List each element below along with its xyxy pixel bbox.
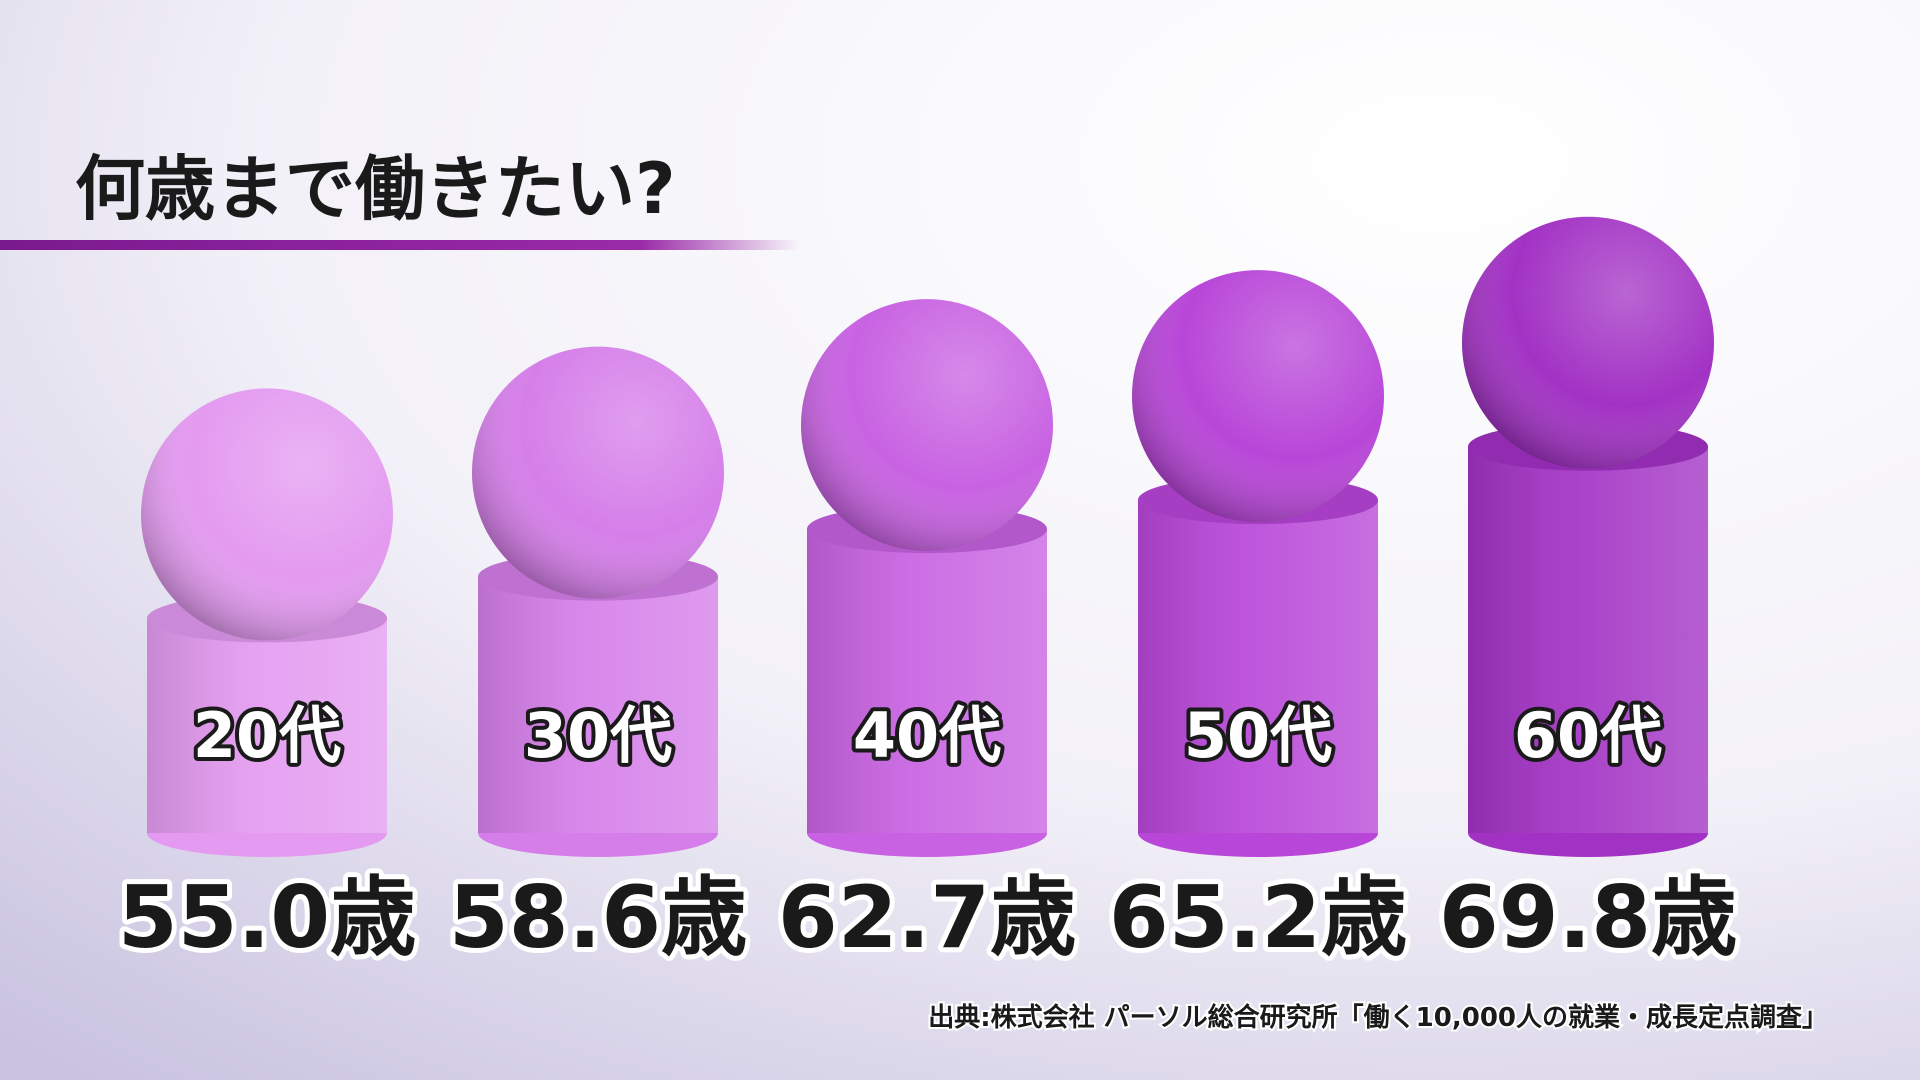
value-label: 58.6歳 — [449, 868, 747, 968]
category-label: 50代 — [1184, 699, 1332, 772]
value-label: 62.7歳 — [778, 868, 1076, 968]
cylinder-shade — [807, 529, 1047, 833]
chart-title: 何歳まで働きたい? — [75, 148, 676, 230]
title-rule — [0, 240, 800, 250]
sphere-shade — [472, 346, 724, 599]
sphere-shade — [1462, 216, 1714, 469]
category-label: 20代 — [193, 699, 341, 772]
source-note: 出典:株式会社 パーソル総合研究所「働く10,000人の就業・成長定点調査」 — [928, 1002, 1828, 1033]
cylinder-shade — [147, 618, 387, 833]
cylinder-shade — [478, 576, 718, 833]
value-label: 55.0歳 — [118, 868, 416, 968]
sphere-shade — [801, 299, 1053, 552]
value-label: 65.2歳 — [1109, 868, 1407, 968]
category-label: 30代 — [524, 699, 672, 772]
sphere-shade — [141, 388, 393, 641]
value-label: 69.8歳 — [1439, 868, 1737, 968]
sphere-shade — [1132, 270, 1384, 523]
category-label: 40代 — [853, 699, 1001, 772]
category-label: 60代 — [1514, 699, 1662, 772]
cylinder-shade — [1468, 446, 1708, 833]
cylinder-shade — [1138, 500, 1378, 833]
